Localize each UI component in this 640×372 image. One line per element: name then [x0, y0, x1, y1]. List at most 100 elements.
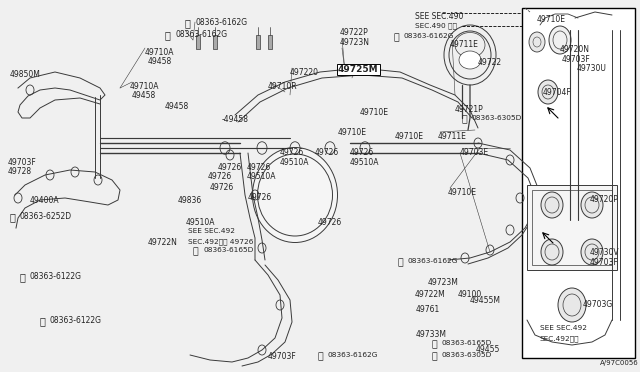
Text: 49458: 49458 — [132, 91, 156, 100]
Text: 49510A: 49510A — [186, 218, 216, 227]
Text: 49711E: 49711E — [450, 40, 479, 49]
Text: 49711E: 49711E — [438, 132, 467, 141]
Text: 08363-6162G: 08363-6162G — [408, 258, 458, 264]
Text: 49836: 49836 — [178, 196, 202, 205]
Bar — [256, 35, 260, 49]
Text: 49726: 49726 — [210, 183, 234, 192]
Text: 49726: 49726 — [315, 148, 339, 157]
Text: 49710R: 49710R — [268, 82, 298, 91]
Text: 49726: 49726 — [280, 148, 304, 157]
Text: 49726: 49726 — [218, 163, 243, 172]
Text: 49726: 49726 — [248, 193, 272, 202]
Text: 49710E: 49710E — [537, 15, 566, 24]
Ellipse shape — [549, 26, 571, 54]
Text: 08363-6162G: 08363-6162G — [175, 30, 227, 39]
Ellipse shape — [541, 239, 563, 265]
Text: 49723N: 49723N — [340, 38, 370, 47]
Text: 49710E: 49710E — [448, 188, 477, 197]
Text: 49703F: 49703F — [8, 158, 36, 167]
Text: Ⓢ: Ⓢ — [318, 352, 324, 361]
Text: 49400A: 49400A — [30, 196, 60, 205]
Text: 49850M: 49850M — [10, 70, 41, 79]
Text: 49710A: 49710A — [130, 82, 159, 91]
Text: 49455M: 49455M — [470, 296, 501, 305]
Text: Ⓢ: Ⓢ — [185, 18, 191, 28]
Text: 49725M: 49725M — [338, 65, 379, 74]
Text: SEC.490 参照: SEC.490 参照 — [415, 22, 457, 29]
Text: 49730U: 49730U — [577, 64, 607, 73]
Text: 49721P: 49721P — [455, 105, 484, 114]
Text: 49710A: 49710A — [145, 48, 175, 57]
Text: 49510A: 49510A — [280, 158, 310, 167]
Text: Ⓢ: Ⓢ — [20, 272, 26, 282]
Ellipse shape — [558, 288, 586, 322]
Text: 49726: 49726 — [208, 172, 232, 181]
Bar — [213, 35, 217, 49]
Text: 08363-6305D: 08363-6305D — [442, 352, 492, 358]
Text: SEE SEC.492: SEE SEC.492 — [540, 325, 587, 331]
Bar — [522, 8, 635, 358]
Ellipse shape — [538, 80, 558, 104]
Text: 49510A: 49510A — [247, 172, 276, 181]
Bar — [527, 185, 617, 270]
Ellipse shape — [529, 32, 545, 52]
Text: 49704F: 49704F — [543, 88, 572, 97]
Text: SEC.492参照 49726: SEC.492参照 49726 — [188, 238, 253, 245]
Text: 49726: 49726 — [318, 218, 342, 227]
Text: 49722P: 49722P — [340, 28, 369, 37]
Ellipse shape — [444, 25, 496, 85]
Text: Ⓢ: Ⓢ — [10, 212, 16, 222]
Text: A/97C0056: A/97C0056 — [600, 360, 639, 366]
Ellipse shape — [581, 239, 603, 265]
Text: Ⓢ: Ⓢ — [165, 30, 171, 40]
Text: 49722N: 49722N — [148, 238, 178, 247]
Text: 49703E: 49703E — [460, 148, 489, 157]
Text: 49723M: 49723M — [428, 278, 459, 287]
Text: 497220: 497220 — [290, 68, 319, 77]
Text: SEE SEC.492: SEE SEC.492 — [188, 228, 235, 234]
Bar — [196, 35, 200, 49]
Text: 49728: 49728 — [8, 167, 32, 176]
Text: 49703G: 49703G — [583, 300, 613, 309]
Text: 49703F: 49703F — [590, 258, 619, 267]
Text: 49710E: 49710E — [338, 128, 367, 137]
Text: SEE SEC.490: SEE SEC.490 — [415, 12, 463, 21]
Text: 08363-6122G: 08363-6122G — [50, 316, 102, 325]
Text: 49730V: 49730V — [590, 248, 620, 257]
Text: Ⓢ: Ⓢ — [398, 258, 404, 267]
Text: 49720P: 49720P — [590, 195, 619, 204]
Ellipse shape — [459, 51, 481, 69]
Text: 49710E: 49710E — [395, 132, 424, 141]
Ellipse shape — [253, 148, 337, 243]
Text: 49722M: 49722M — [415, 290, 445, 299]
Text: Ⓢ: Ⓢ — [432, 352, 438, 361]
Text: 49726: 49726 — [247, 163, 271, 172]
Text: 08363-6252D: 08363-6252D — [20, 212, 72, 221]
Text: 08363-6165D: 08363-6165D — [203, 247, 253, 253]
Text: 49726: 49726 — [350, 148, 374, 157]
Text: 08363-6305D: 08363-6305D — [472, 115, 522, 121]
Text: 49458: 49458 — [148, 57, 172, 66]
Text: 08363-6162G: 08363-6162G — [195, 18, 247, 27]
Text: 49703F: 49703F — [268, 352, 297, 361]
Text: 49703F: 49703F — [562, 55, 591, 64]
Bar — [532, 190, 612, 265]
Text: 49733M: 49733M — [416, 330, 447, 339]
Text: 49455: 49455 — [476, 345, 500, 354]
Ellipse shape — [581, 192, 603, 218]
Text: 08363-6165D: 08363-6165D — [442, 340, 492, 346]
Text: 08363-6162G: 08363-6162G — [404, 33, 454, 39]
Ellipse shape — [541, 192, 563, 218]
Text: 49722: 49722 — [478, 58, 502, 67]
Text: 49710E: 49710E — [360, 108, 389, 117]
Text: Ⓢ: Ⓢ — [40, 316, 46, 326]
Text: Ⓢ: Ⓢ — [462, 115, 468, 124]
Text: -49458: -49458 — [222, 115, 249, 124]
Text: SEC.492参照: SEC.492参照 — [540, 335, 579, 341]
Text: 49510A: 49510A — [350, 158, 380, 167]
Bar — [268, 35, 272, 49]
Text: 08363-6162G: 08363-6162G — [328, 352, 378, 358]
Text: 08363-6122G: 08363-6122G — [30, 272, 82, 281]
Text: Ⓢ: Ⓢ — [394, 33, 400, 42]
Text: 49720N: 49720N — [560, 45, 590, 54]
